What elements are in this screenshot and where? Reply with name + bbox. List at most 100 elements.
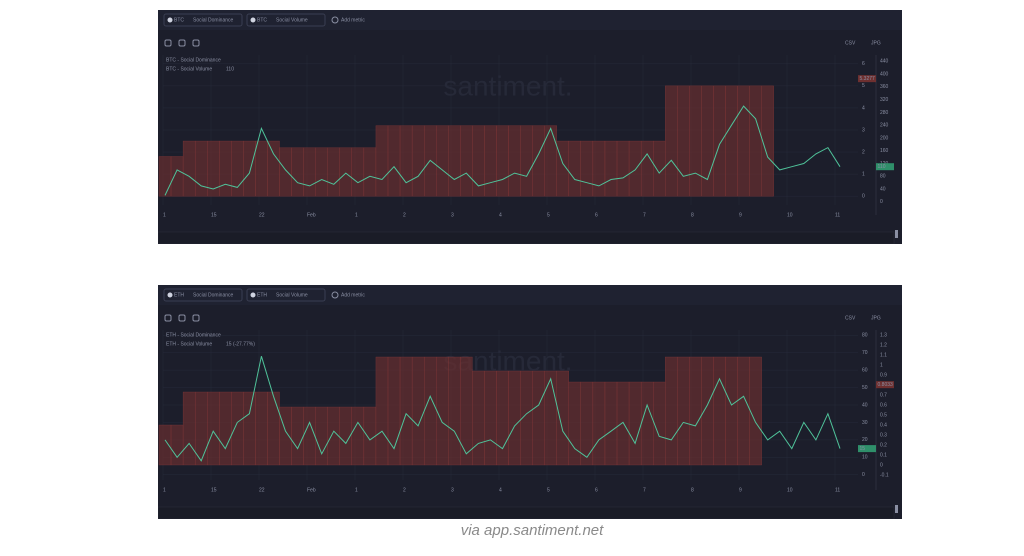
bar <box>689 85 702 197</box>
y2-tick-label: 0.5 <box>880 412 887 418</box>
y2-tick-label: 1 <box>880 362 883 368</box>
bar <box>182 140 196 197</box>
tool-icon[interactable] <box>192 314 200 322</box>
x-tick-label: 8 <box>691 212 694 218</box>
y-tick-label: 10 <box>862 455 868 461</box>
bar <box>351 406 365 466</box>
metric-pill[interactable] <box>163 13 243 27</box>
bar <box>665 356 678 466</box>
y2-tick-label: 360 <box>880 84 889 90</box>
y2-tick-label: 0.6 <box>880 402 887 408</box>
bar <box>219 391 232 466</box>
bar <box>363 147 377 197</box>
bar <box>448 125 461 197</box>
bar <box>508 370 521 466</box>
metric-name: Social Volume <box>276 17 308 23</box>
value-tag-label: 15 <box>860 446 866 452</box>
csv-button[interactable]: CSV <box>845 40 856 46</box>
add-icon[interactable] <box>331 16 339 24</box>
chart-panel: BTC Social Dominance BTC Social Volume Add m… <box>158 10 902 244</box>
x-tick-label: 6 <box>595 212 598 218</box>
bar <box>436 125 449 197</box>
y-tick-label: 80 <box>862 333 868 339</box>
y2-tick-label: -0.1 <box>880 472 889 478</box>
y2-tick-label: 160 <box>880 148 889 154</box>
bar <box>448 356 461 466</box>
bar <box>460 125 473 197</box>
bar <box>279 406 292 466</box>
bar <box>279 147 292 197</box>
x-tick-label: 11 <box>835 487 840 493</box>
bar <box>616 381 630 466</box>
bar <box>436 356 449 466</box>
y2-tick-label: 400 <box>880 71 889 77</box>
bar <box>532 370 545 466</box>
bar <box>592 381 606 466</box>
y2-tick-label: 40 <box>880 186 886 192</box>
legend-value: 110 <box>226 66 234 72</box>
x-tick-label: 1 <box>163 212 166 218</box>
y2-tick-label: 1.2 <box>880 342 887 348</box>
bar <box>158 424 172 466</box>
line <box>164 356 841 462</box>
bar <box>170 156 184 197</box>
value-tag-label: 5.3277 <box>860 76 876 82</box>
bar <box>243 391 256 466</box>
x-tick-label: 4 <box>499 212 502 218</box>
bar <box>640 381 654 466</box>
y2-tick-label: 0.3 <box>880 432 887 438</box>
bar <box>243 140 256 197</box>
x-tick-label: 1 <box>355 212 358 218</box>
bar <box>207 391 220 466</box>
csv-button[interactable]: CSV <box>845 315 856 321</box>
bar <box>749 85 762 197</box>
add-metric[interactable]: Add metric <box>341 17 365 23</box>
tool-icon[interactable] <box>192 39 200 47</box>
scrollbar[interactable] <box>895 505 898 513</box>
value-tag <box>858 75 876 83</box>
tool-icon[interactable] <box>164 39 172 47</box>
x-tick-label: 6 <box>595 487 598 493</box>
add-metric[interactable]: Add metric <box>341 292 365 298</box>
jpg-button[interactable]: JPG <box>871 40 881 46</box>
metric-pill[interactable] <box>163 288 243 302</box>
bar <box>424 356 437 466</box>
x-tick-label: 10 <box>787 212 793 218</box>
metric-pill[interactable] <box>246 13 326 27</box>
bar <box>255 391 268 466</box>
bar <box>713 356 726 466</box>
tool-icon[interactable] <box>178 314 186 322</box>
bar <box>291 147 304 197</box>
tool-icon[interactable] <box>178 39 186 47</box>
bar <box>604 140 618 197</box>
bar <box>640 140 654 197</box>
bar <box>315 147 328 197</box>
tool-icon[interactable] <box>164 314 172 322</box>
y-tick-label: 70 <box>862 350 868 356</box>
bar <box>677 356 690 466</box>
bar <box>219 140 232 197</box>
bar <box>351 147 365 197</box>
bar <box>713 85 726 197</box>
jpg-button[interactable]: JPG <box>871 315 881 321</box>
add-icon[interactable] <box>331 291 339 299</box>
y2-tick-label: 80 <box>880 174 886 180</box>
y2-tick-label: 0 <box>880 462 883 468</box>
y-tick-label: 20 <box>862 437 868 443</box>
asset-name: BTC <box>174 17 184 23</box>
x-tick-label: 10 <box>787 487 793 493</box>
bar <box>628 381 642 466</box>
metric-name: Social Dominance <box>193 292 234 298</box>
x-tick-label: 1 <box>163 487 166 493</box>
metric-pill[interactable] <box>246 288 326 302</box>
bar <box>231 391 244 466</box>
scrollbar[interactable] <box>895 230 898 238</box>
x-tick-label: Feb <box>307 487 316 493</box>
navigator <box>158 506 895 519</box>
x-tick-label: 15 <box>211 487 217 493</box>
asset-icon <box>250 292 256 298</box>
bar <box>665 85 678 197</box>
y-tick-label: 40 <box>862 402 868 408</box>
x-tick-label: 11 <box>835 212 840 218</box>
